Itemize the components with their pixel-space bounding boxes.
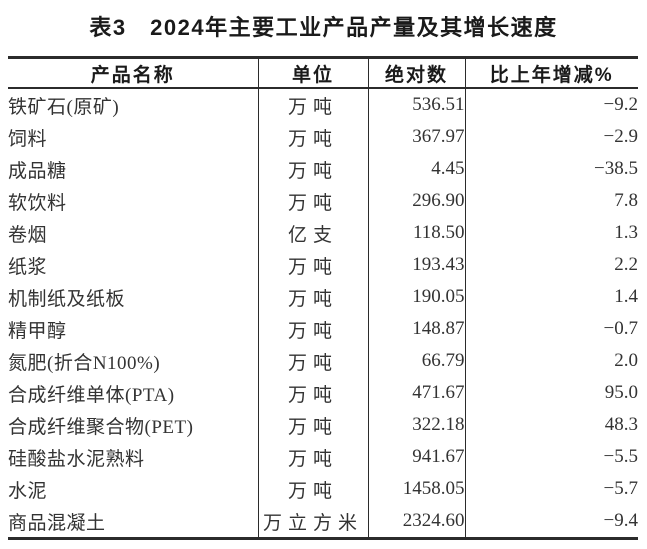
unit-cell: 万吨 (258, 409, 369, 441)
yoy-change-cell: −0.7 (603, 318, 638, 339)
product-name-cell: 饲料 (8, 121, 259, 153)
yoy-change-cell: 48.3 (604, 414, 638, 435)
yoy-change-cell: 95.0 (604, 382, 638, 403)
table-header: 产品名称 单位 绝对数 比上年增减% (8, 57, 638, 89)
product-name-cell: 商品混凝土 (8, 505, 259, 539)
table-row: 机制纸及纸板 万吨 190.05 1.4 (8, 281, 638, 313)
table-row: 纸浆 万吨 193.43 2.2 (8, 249, 638, 281)
table-row: 商品混凝土 万立方米 2324.60 −9.4 (8, 505, 638, 539)
absolute-value-cell: 118.50 (368, 217, 466, 249)
product-name-cell: 机制纸及纸板 (8, 281, 259, 313)
unit-cell: 万吨 (258, 345, 369, 377)
absolute-value-cell: 66.79 (368, 345, 466, 377)
product-name-cell: 成品糖 (8, 153, 259, 185)
absolute-value-cell: 148.87 (368, 313, 466, 345)
unit-cell: 万吨 (258, 441, 369, 473)
product-name-cell: 氮肥(折合N100%) (8, 345, 259, 377)
product-name-cell: 硅酸盐水泥熟料 (8, 441, 259, 473)
yoy-change-cell: −9.2 (603, 94, 638, 115)
absolute-value-cell: 322.18 (368, 409, 466, 441)
product-name-cell: 合成纤维聚合物(PET) (8, 409, 259, 441)
product-name-cell: 精甲醇 (8, 313, 259, 345)
column-header-absolute-value: 绝对数 (368, 57, 466, 89)
yoy-change-cell: 2.0 (614, 350, 638, 371)
yoy-change-cell: −2.9 (603, 126, 638, 147)
unit-cell: 万吨 (258, 185, 369, 217)
column-header-yoy-change: 比上年增减% (465, 57, 638, 89)
column-header-product-name: 产品名称 (8, 57, 259, 89)
product-name-cell: 水泥 (8, 473, 259, 505)
yoy-change-cell: −38.5 (594, 158, 638, 179)
column-header-unit: 单位 (258, 57, 369, 89)
absolute-value-cell: 193.43 (368, 249, 466, 281)
unit-cell: 万吨 (258, 121, 369, 153)
table-row: 成品糖 万吨 4.45 −38.5 (8, 153, 638, 185)
absolute-value-cell: 367.97 (368, 121, 466, 153)
unit-cell: 万吨 (258, 377, 369, 409)
unit-cell: 万吨 (258, 153, 369, 185)
absolute-value-cell: 190.05 (368, 281, 466, 313)
product-name-cell: 铁矿石(原矿) (8, 88, 259, 121)
product-name-cell: 软饮料 (8, 185, 259, 217)
industrial-products-table: 产品名称 单位 绝对数 比上年增减% 铁矿石(原矿) 万吨 536.51 −9.… (8, 56, 638, 540)
table-row: 铁矿石(原矿) 万吨 536.51 −9.2 (8, 88, 638, 121)
yoy-change-cell: −9.4 (603, 510, 638, 531)
unit-cell: 万立方米 (258, 505, 369, 539)
absolute-value-cell: 941.67 (368, 441, 466, 473)
unit-cell: 亿支 (258, 217, 369, 249)
yoy-change-cell: 2.2 (614, 254, 638, 275)
yoy-change-cell: 1.3 (614, 222, 638, 243)
header-row: 产品名称 单位 绝对数 比上年增减% (8, 57, 638, 89)
table-row: 水泥 万吨 1458.05 −5.7 (8, 473, 638, 505)
absolute-value-cell: 1458.05 (368, 473, 466, 505)
yoy-change-cell: −5.5 (603, 446, 638, 467)
unit-cell: 万吨 (258, 281, 369, 313)
absolute-value-cell: 471.67 (368, 377, 466, 409)
table-row: 合成纤维单体(PTA) 万吨 471.67 95.0 (8, 377, 638, 409)
table-row: 饲料 万吨 367.97 −2.9 (8, 121, 638, 153)
product-name-cell: 纸浆 (8, 249, 259, 281)
unit-cell: 万吨 (258, 88, 369, 121)
absolute-value-cell: 2324.60 (368, 505, 466, 539)
table-body: 铁矿石(原矿) 万吨 536.51 −9.2 饲料 万吨 367.97 −2.9… (8, 88, 638, 539)
table-row: 合成纤维聚合物(PET) 万吨 322.18 48.3 (8, 409, 638, 441)
yoy-change-cell: 7.8 (614, 190, 638, 211)
absolute-value-cell: 536.51 (368, 88, 466, 121)
absolute-value-cell: 296.90 (368, 185, 466, 217)
table-row: 硅酸盐水泥熟料 万吨 941.67 −5.5 (8, 441, 638, 473)
product-name-cell: 合成纤维单体(PTA) (8, 377, 259, 409)
table-row: 软饮料 万吨 296.90 7.8 (8, 185, 638, 217)
yoy-change-cell: −5.7 (603, 478, 638, 499)
table-row: 精甲醇 万吨 148.87 −0.7 (8, 313, 638, 345)
table-row: 氮肥(折合N100%) 万吨 66.79 2.0 (8, 345, 638, 377)
table-title: 表3 2024年主要工业产品产量及其增长速度 (89, 15, 558, 40)
table-row: 卷烟 亿支 118.50 1.3 (8, 217, 638, 249)
unit-cell: 万吨 (258, 249, 369, 281)
unit-cell: 万吨 (258, 473, 369, 505)
unit-cell: 万吨 (258, 313, 369, 345)
yoy-change-cell: 1.4 (614, 286, 638, 307)
product-name-cell: 卷烟 (8, 217, 259, 249)
absolute-value-cell: 4.45 (368, 153, 466, 185)
